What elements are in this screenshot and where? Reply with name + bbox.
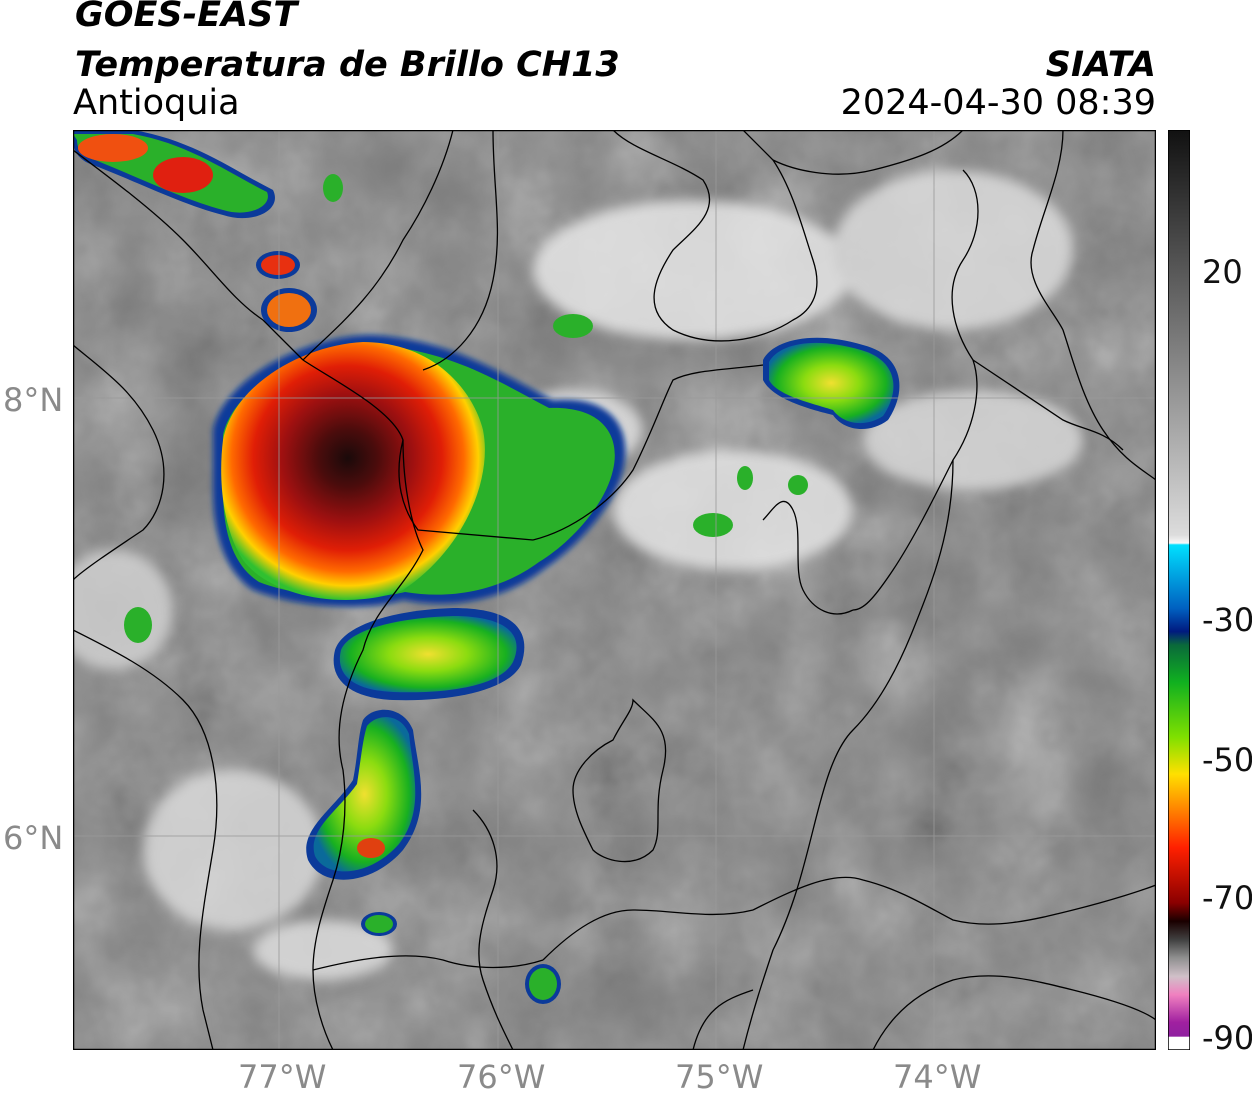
region-subtitle: Antioquia [73, 83, 240, 123]
storm-main [213, 335, 626, 607]
graticule [73, 130, 1156, 1050]
lat-label-8n: 8°N [3, 381, 64, 419]
product-title: Temperatura de Brillo CH13 [75, 45, 620, 85]
satellite-map [73, 130, 1156, 1050]
political-boundaries [73, 130, 1156, 1050]
colorbar-label-minus30: -30 [1202, 601, 1252, 639]
colorbar [1168, 130, 1190, 1050]
storm-northwest-cells [73, 130, 343, 643]
colorbar-label-minus90: -90 [1202, 1019, 1252, 1057]
colorbar-label-20: 20 [1202, 253, 1243, 291]
datetime-label: 2024-04-30 08:39 [840, 83, 1156, 123]
lon-label-74w: 74°W [893, 1058, 982, 1096]
colorbar-label-minus70: -70 [1202, 879, 1252, 917]
lon-label-75w: 75°W [675, 1058, 764, 1096]
satellite-title: GOES-EAST [75, 0, 298, 35]
storm-east-cells [553, 314, 900, 537]
colorbar-gradient [1168, 130, 1190, 1050]
lon-label-77w: 77°W [238, 1058, 327, 1096]
map-frame [73, 130, 1156, 1050]
colorbar-label-minus50: -50 [1202, 741, 1252, 779]
storm-south-cells [306, 608, 561, 1004]
lon-label-76w: 76°W [457, 1058, 546, 1096]
organization-label: SIATA [1045, 45, 1156, 85]
lat-label-6n: 6°N [3, 819, 64, 857]
